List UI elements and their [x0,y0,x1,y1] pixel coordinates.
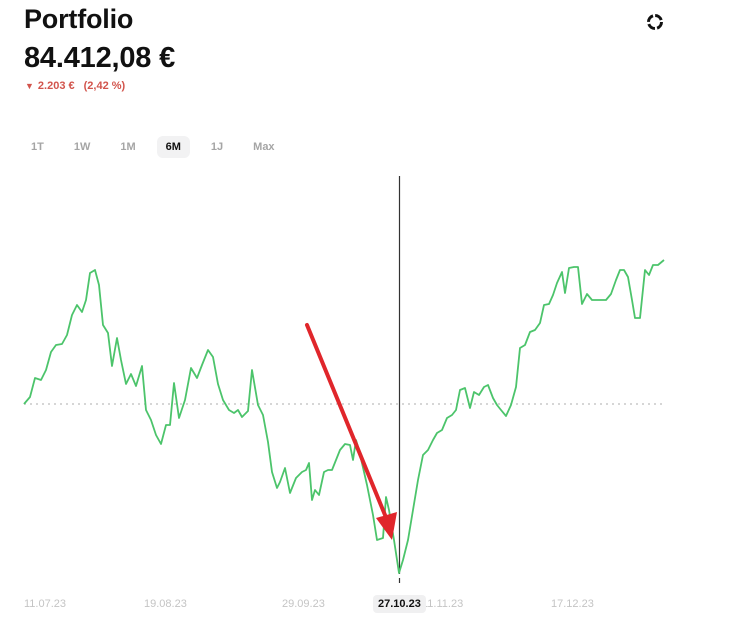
portfolio-value: 84.412,08 € [24,42,175,74]
x-axis-label: 11.11.23 [422,598,464,610]
annotation-arrow [305,323,397,540]
x-axis-label: 19.08.23 [144,598,187,610]
range-tab-1m[interactable]: 1M [120,141,136,153]
x-axis-label: 29.09.23 [282,598,325,610]
change-percent: (2,42 %) [83,80,126,92]
change-absolute: 2.203 € [37,80,75,92]
portfolio-change: ▼ 2.203 € (2,42 %) [25,80,125,92]
range-tab-1w[interactable]: 1W [73,141,91,153]
range-tab-max[interactable]: Max [253,141,275,153]
loading-spinner-icon [647,14,663,30]
down-triangle-icon: ▼ [25,80,34,91]
range-tab-1t[interactable]: 1T [31,141,44,153]
range-tab-1j[interactable]: 1J [210,141,224,153]
range-tab-6m[interactable]: 6M [156,136,190,158]
x-axis-label: 17.12.23 [551,598,594,610]
page-title: Portfolio [24,4,134,34]
selected-date-label: 27.10.23 [373,595,426,613]
time-range-selector: 1T 1W 1M 6M 1J Max [22,136,296,158]
x-axis-label: 11.07.23 [24,598,67,610]
price-line [23,259,665,574]
